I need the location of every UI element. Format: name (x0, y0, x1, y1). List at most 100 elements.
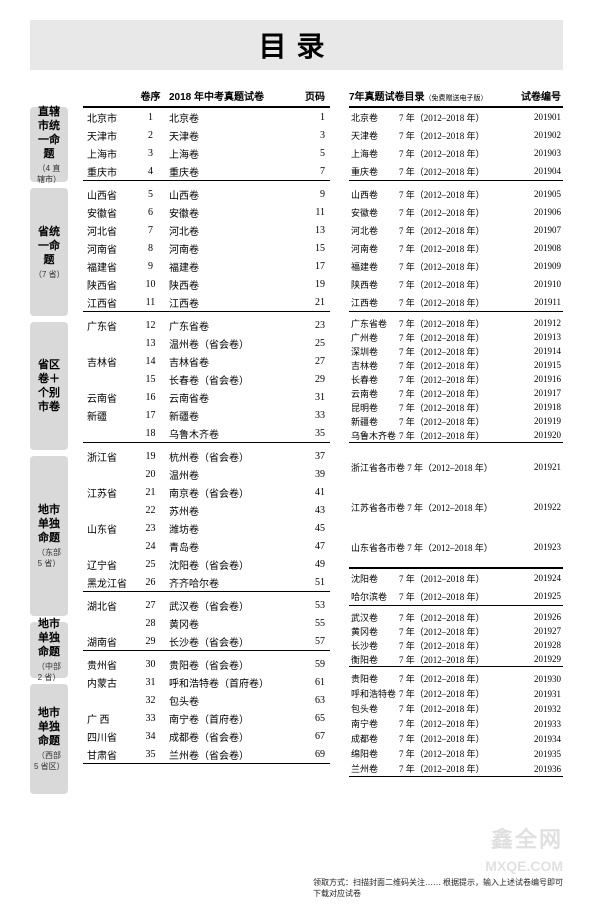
cell-c4: 55 (300, 618, 330, 629)
right-table-row: 吉林卷7 年（2012–2018 年）201915 (349, 358, 563, 372)
right-cell-code: 201905 (518, 189, 563, 199)
cell-c1: 新疆 (83, 408, 138, 423)
right-cell-name: 贵阳卷 (349, 672, 399, 685)
cell-c3: 黄冈卷 (163, 616, 300, 631)
cell-c4: 39 (300, 469, 330, 480)
right-cell-name: 南宁卷 (349, 717, 399, 730)
mid-header-c3: 2018 年中考真题试卷 (163, 88, 300, 103)
mid-header-c2: 卷序 (138, 88, 163, 103)
cell-c1: 湖南省 (83, 634, 138, 649)
cell-c3: 北京卷 (163, 110, 300, 125)
cell-c4: 53 (300, 600, 330, 611)
right-cell-code: 201927 (518, 626, 563, 636)
cell-c2: 19 (138, 451, 163, 462)
right-cell-code: 201906 (518, 207, 563, 217)
right-cell-name: 广东省卷 (349, 317, 399, 330)
right-table-row: 广东省卷7 年（2012–2018 年）201912 (349, 316, 563, 330)
cell-c3: 呼和浩特卷（首府卷） (163, 675, 300, 690)
table-row: 辽宁省25沈阳卷（省会卷）49 (83, 555, 330, 573)
table-row: 内蒙古31呼和浩特卷（首府卷）61 (83, 673, 330, 691)
cell-c4: 21 (300, 297, 330, 308)
section-block: 山西省5山西卷9安徽省6安徽卷11河北省7河北卷13河南省8河南卷15福建省9福… (83, 185, 330, 312)
mid-header: 卷序2018 年中考真题试卷页码 (83, 85, 330, 107)
right-cell-years: 7 年（2012–2018 年） (399, 206, 518, 219)
right-cell-years: 7 年（2012–2018 年） (399, 572, 518, 585)
right-cell-years: 7 年（2012–2018 年） (399, 590, 518, 603)
table-row: 湖北省27武汉卷（省会卷）53 (83, 596, 330, 614)
cell-c3: 长沙卷（省会卷） (163, 634, 300, 649)
right-cell-name: 福建卷 (349, 260, 399, 273)
cell-c3: 山西卷 (163, 187, 300, 202)
cell-c2: 6 (138, 207, 163, 218)
cell-c1: 内蒙古 (83, 675, 138, 690)
cell-c2: 8 (138, 243, 163, 254)
right-table-row: 绵阳卷7 年（2012–2018 年）201935 (349, 746, 563, 761)
cell-c1: 安徽省 (83, 205, 138, 220)
right-section-block: 浙江省各市卷 7 年（2012–2018 年）201921江苏省各市卷 7 年（… (349, 447, 563, 568)
right-table-row: 江西卷7 年（2012–2018 年）201911 (349, 293, 563, 311)
right-cell-code: 201930 (518, 674, 563, 684)
main-content: 直辖市统一命题（4 直辖市）省统一命题（7 省）省区卷＋个别市卷地市单独命题（东… (0, 85, 593, 800)
cell-c2: 12 (138, 320, 163, 331)
right-cell-years: 7 年（2012–2018 年） (399, 732, 518, 745)
right-cell-name: 江苏省各市卷 7 年（2012–2018 年） (349, 501, 518, 514)
right-cell-code: 201926 (518, 612, 563, 622)
category-tag: 省统一命题（7 省） (30, 188, 68, 316)
right-cell-years: 7 年（2012–2018 年） (399, 625, 518, 638)
right-table-row: 成都卷7 年（2012–2018 年）201934 (349, 731, 563, 746)
table-row: 湖南省29长沙卷（省会卷）57 (83, 632, 330, 650)
right-cell-code: 201924 (518, 573, 563, 583)
cell-c1: 广 西 (83, 711, 138, 726)
right-cell-code: 201904 (518, 166, 563, 176)
right-cell-code: 201918 (518, 402, 563, 412)
cell-c2: 25 (138, 559, 163, 570)
right-cell-name: 乌鲁木齐卷 (349, 429, 399, 442)
right-table-row: 长沙卷7 年（2012–2018 年）201928 (349, 638, 563, 652)
right-cell-name: 哈尔滨卷 (349, 590, 399, 603)
right-header-code: 试卷编号 (518, 88, 563, 103)
cell-c1: 湖北省 (83, 598, 138, 613)
right-cell-years: 7 年（2012–2018 年） (399, 672, 518, 685)
category-tag: 省区卷＋个别市卷 (30, 322, 68, 450)
table-row: 天津市2天津卷3 (83, 126, 330, 144)
right-cell-name: 深圳卷 (349, 345, 399, 358)
cell-c3: 温州卷 (163, 467, 300, 482)
right-cell-years: 7 年（2012–2018 年） (399, 345, 518, 358)
right-cell-years: 7 年（2012–2018 年） (399, 762, 518, 775)
cell-c2: 18 (138, 428, 163, 439)
right-table-row: 贵阳卷7 年（2012–2018 年）201930 (349, 671, 563, 686)
paper-list-column: 卷序2018 年中考真题试卷页码北京市1北京卷1天津市2天津卷3上海市3上海卷5… (83, 85, 330, 800)
right-cell-name: 长沙卷 (349, 639, 399, 652)
right-cell-code: 201911 (518, 297, 563, 307)
table-row: 重庆市4重庆卷7 (83, 162, 330, 180)
table-row: 13温州卷（省会卷）25 (83, 334, 330, 352)
cell-c4: 17 (300, 261, 330, 272)
category-tag-sub: （中部 2 省） (34, 661, 64, 683)
cell-c1: 江西省 (83, 295, 138, 310)
cell-c3: 温州卷（省会卷） (163, 336, 300, 351)
right-table-row: 河北卷7 年（2012–2018 年）201907 (349, 221, 563, 239)
mid-header-c4: 页码 (300, 88, 330, 103)
table-row: 福建省9福建卷17 (83, 257, 330, 275)
right-table-row: 天津卷7 年（2012–2018 年）201902 (349, 126, 563, 144)
watermark-2: MXQE.COM (485, 858, 563, 874)
cell-c3: 新疆卷 (163, 408, 300, 423)
table-row: 安徽省6安徽卷11 (83, 203, 330, 221)
table-row: 陕西省10陕西卷19 (83, 275, 330, 293)
cell-c2: 4 (138, 166, 163, 177)
cell-c3: 南京卷（省会卷） (163, 485, 300, 500)
cell-c1: 江苏省 (83, 485, 138, 500)
right-cell-years: 7 年（2012–2018 年） (399, 111, 518, 124)
right-cell-code: 201914 (518, 346, 563, 356)
right-cell-code: 201931 (518, 689, 563, 699)
cell-c2: 31 (138, 677, 163, 688)
table-row: 山西省5山西卷9 (83, 185, 330, 203)
right-cell-years: 7 年（2012–2018 年） (399, 415, 518, 428)
right-cell-name: 重庆卷 (349, 165, 399, 178)
table-row: 广 西33南宁卷（首府卷）65 (83, 709, 330, 727)
cell-c1: 福建省 (83, 259, 138, 274)
right-cell-code: 201910 (518, 279, 563, 289)
table-row: 贵州省30贵阳卷（省会卷）59 (83, 655, 330, 673)
right-header: 7年真题试卷目录（免费赠送电子版）试卷编号 (349, 85, 563, 107)
section-block: 北京市1北京卷1天津市2天津卷3上海市3上海卷5重庆市4重庆卷7 (83, 107, 330, 181)
